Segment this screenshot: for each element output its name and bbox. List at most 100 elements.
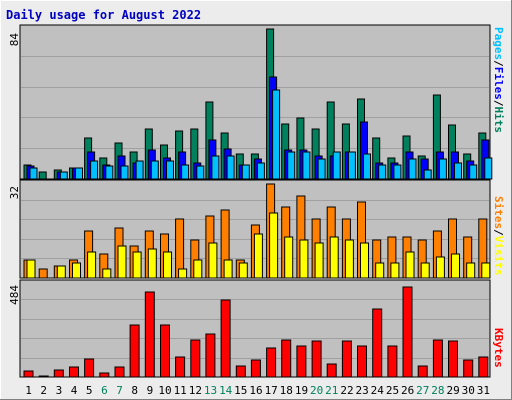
sites-legend: Sites/Visits xyxy=(492,196,505,276)
kbytes-bar xyxy=(235,365,246,378)
kbytes-bar xyxy=(311,340,322,378)
pages-bar xyxy=(196,165,205,180)
legend-item: KBytes xyxy=(492,328,505,368)
visits-bar xyxy=(420,262,430,279)
visits-bar xyxy=(117,245,127,279)
pages-bar xyxy=(166,160,174,180)
kbytes-bar xyxy=(357,345,367,378)
pages-bar xyxy=(484,157,493,180)
chart-bars xyxy=(23,28,493,378)
kbytes-bar xyxy=(129,324,140,378)
day-label: 27 xyxy=(416,384,429,397)
pages-bar xyxy=(75,167,83,180)
visits-bar xyxy=(56,265,66,279)
visits-bar xyxy=(132,251,142,279)
day-label: 30 xyxy=(462,384,475,397)
pages-bar xyxy=(454,162,462,180)
pages-bar xyxy=(135,160,144,180)
kbytes-bar xyxy=(205,333,216,378)
day-label: 2 xyxy=(40,384,47,397)
kbytes-bar xyxy=(190,339,201,378)
pages-bar xyxy=(90,160,99,180)
pages-bar xyxy=(241,164,250,180)
legend-item: Visits xyxy=(492,236,505,276)
visits-bar xyxy=(481,262,491,279)
pages-bar xyxy=(272,89,281,180)
day-label: 7 xyxy=(116,384,123,397)
visits-bar xyxy=(223,259,233,279)
pages-bar xyxy=(105,165,114,180)
kbytes-bar xyxy=(144,291,155,378)
legend-item: / xyxy=(492,100,505,107)
visits-bar xyxy=(193,259,203,279)
day-label: 31 xyxy=(477,384,490,397)
pages-bar xyxy=(287,151,296,180)
kbytes-bar xyxy=(372,308,383,378)
day-label: 4 xyxy=(71,384,78,397)
pages-bar xyxy=(423,169,432,180)
pages-bar xyxy=(226,155,235,180)
day-label: 15 xyxy=(234,384,247,397)
kbytes-bar xyxy=(69,366,79,378)
pages-bar xyxy=(317,158,326,180)
day-label: 24 xyxy=(371,384,385,397)
day-label: 13 xyxy=(204,384,217,397)
hits-bar xyxy=(38,171,47,180)
day-label: 18 xyxy=(280,384,293,397)
pages-bar xyxy=(211,155,220,180)
day-label: 19 xyxy=(295,384,308,397)
pages-bar xyxy=(332,151,341,180)
visits-bar xyxy=(314,242,324,279)
visits-bar xyxy=(178,268,188,279)
legend-item: Sites xyxy=(492,196,505,229)
pages-bar xyxy=(150,160,159,180)
visits-bar xyxy=(284,236,294,279)
day-label: 28 xyxy=(431,384,444,397)
day-label: 11 xyxy=(174,384,187,397)
legend-item: Files xyxy=(492,67,505,100)
day-label: 1 xyxy=(25,384,32,397)
day-label: 29 xyxy=(446,384,459,397)
visits-bar xyxy=(72,262,81,279)
kbytes-legend: KBytes xyxy=(492,328,505,368)
pages-bar xyxy=(302,151,311,180)
kbytes-bar xyxy=(160,324,170,378)
kbytes-ymax-label: 484 xyxy=(8,285,21,305)
kbytes-bar xyxy=(99,372,110,378)
day-label: 5 xyxy=(86,384,93,397)
visits-bar xyxy=(390,262,400,279)
kbytes-bar xyxy=(326,363,337,378)
visits-bar xyxy=(102,268,112,279)
day-label: 20 xyxy=(310,384,323,397)
pages-bar xyxy=(393,164,402,180)
day-label: 16 xyxy=(249,384,262,397)
pages-bar xyxy=(256,162,265,180)
hits-legend: Pages/Files/Hits xyxy=(492,27,505,133)
visits-bar xyxy=(405,251,415,279)
kbytes-bar xyxy=(266,347,277,378)
kbytes-bar xyxy=(417,365,428,378)
pages-bar xyxy=(408,158,417,180)
kbytes-bar xyxy=(114,366,125,378)
visits-bar xyxy=(299,239,309,279)
pages-bar xyxy=(29,167,38,180)
day-label: 12 xyxy=(189,384,202,397)
kbytes-bar xyxy=(341,340,352,378)
kbytes-bar xyxy=(23,370,34,378)
pages-bar xyxy=(438,158,447,180)
legend-item: / xyxy=(492,60,505,67)
visits-bar xyxy=(269,212,279,279)
day-label: 10 xyxy=(158,384,171,397)
visits-bar xyxy=(208,242,218,279)
pages-bar xyxy=(347,151,356,180)
day-label: 14 xyxy=(219,384,233,397)
kbytes-bar xyxy=(250,359,261,378)
visits-bar xyxy=(344,239,354,279)
sites-bar xyxy=(38,268,48,279)
kbytes-bar xyxy=(38,375,49,378)
day-label: 26 xyxy=(401,384,414,397)
day-axis-labels: 1 2 3 4 5 6 7 8 9 10 11 12 13 14 15 16 17 18 19 20 21 22 23 24 2… xyxy=(25,384,490,397)
visits-bar xyxy=(147,248,157,279)
